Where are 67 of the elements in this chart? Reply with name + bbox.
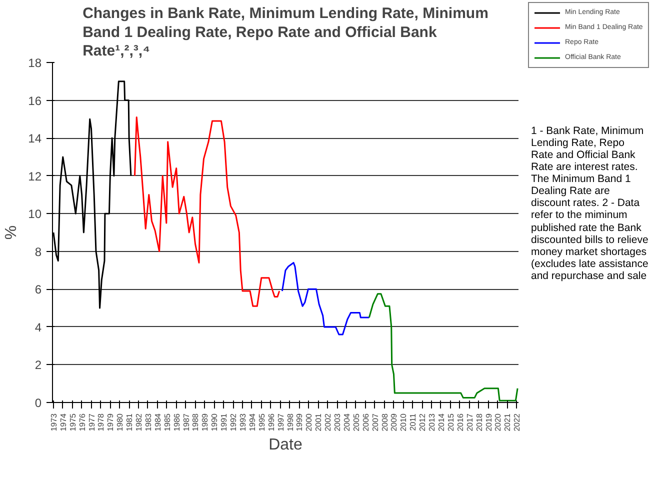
x-tick-label: 2008 (380, 412, 390, 432)
x-tick-label: 2015 (446, 412, 456, 432)
x-tick-label: 1976 (78, 412, 87, 432)
x-tick-label: 1988 (191, 412, 200, 432)
x-tick-label: 2013 (428, 412, 437, 432)
x-tick-label: 1993 (238, 412, 248, 432)
x-tick-label: 1975 (68, 412, 78, 432)
x-tick-label: 1986 (172, 412, 182, 432)
x-tick-label: 2005 (352, 412, 361, 432)
x-tick-label: 2001 (314, 412, 324, 432)
y-tick-label: 14 (28, 132, 42, 146)
text: 1 - Bank Rate, Minimum Lending Rate, Repo Rate and Official Bank Rate are interest rates. The Minimum Band 1 Dealing Rate are discount rates. 2 - Data refer to the miminum published rate the Bank discounted bills to relieve money market shortages (excludes late assistance and repurchase and sale (531, 125, 648, 282)
x-tick-label: 1995 (257, 412, 266, 432)
x-tick-label: 2002 (324, 412, 333, 432)
x-tick-label: 2004 (342, 412, 352, 432)
x-tick-label: 1987 (182, 412, 191, 432)
y-tick-label: 12 (28, 169, 42, 184)
x-tick-label: 1982 (134, 412, 144, 432)
x-tick-label: 1991 (220, 412, 229, 432)
x-tick-label: 2006 (361, 412, 370, 432)
x-tick-label: 2018 (474, 412, 484, 432)
x-tick-label: 2020 (494, 412, 503, 432)
line-series (281, 262, 370, 336)
chart-title: Changes in Bank Rate, Minimum Lending Rate, Minimum Band 1 Dealing Rate, Repo Rate and Official Bank Rate¹,²,³,⁴ (82, 5, 488, 60)
y-axis-title: % (3, 225, 20, 240)
x-tick-label: 2021 (503, 412, 512, 432)
x-tick-label: 2010 (399, 412, 408, 432)
x-tick-label: 1994 (248, 412, 257, 432)
x-tick-label: 2022 (512, 412, 522, 432)
x-tick-label: 1974 (58, 412, 68, 432)
y-tick-label: 2 (34, 358, 42, 372)
x-tick-label: 2012 (418, 412, 428, 432)
x-tick-label: 1984 (153, 412, 162, 432)
x-tick-label: 1985 (162, 412, 172, 432)
x-axis-title: Date (268, 436, 302, 454)
x-tick-label: 1977 (87, 412, 96, 432)
y-tick-label: 4 (34, 320, 42, 334)
y-tick-label: 6 (34, 282, 42, 297)
x-tick-label: 1989 (200, 412, 210, 432)
x-tick-label: 1996 (266, 412, 276, 432)
y-tick-label: 10 (28, 207, 42, 222)
x-tick-label: 2011 (408, 412, 418, 431)
x-tick-label: 1998 (286, 412, 295, 432)
line-series (368, 293, 518, 402)
x-tick-label: 2017 (465, 412, 474, 432)
x-tick-label: 2007 (370, 412, 380, 432)
x-tick-label: 2016 (456, 412, 465, 432)
x-tick-label: 1980 (116, 412, 125, 432)
y-tick-label: 0 (34, 396, 42, 410)
x-tick-label: 1973 (49, 412, 58, 432)
x-tick-label: 1981 (125, 412, 134, 432)
y-tick-label: 16 (28, 94, 42, 108)
y-tick-label: 8 (34, 244, 42, 259)
x-tick-label: 2019 (484, 412, 494, 432)
x-tick-label: 1997 (276, 412, 286, 432)
x-tick-label: 1990 (210, 412, 220, 432)
line-series (134, 116, 280, 307)
x-tick-label: 2014 (436, 412, 446, 432)
x-tick-label: 2009 (390, 412, 399, 432)
x-tick-label: 2000 (304, 412, 314, 432)
x-tick-label: 1978 (96, 412, 106, 432)
x-tick-label: 1992 (229, 412, 238, 432)
x-tick-label: 2003 (333, 412, 342, 432)
x-tick-label: 1983 (144, 412, 153, 432)
x-tick-label: 1999 (295, 412, 304, 432)
x-tick-label: 1979 (106, 412, 116, 432)
y-tick-label: 18 (28, 56, 42, 70)
